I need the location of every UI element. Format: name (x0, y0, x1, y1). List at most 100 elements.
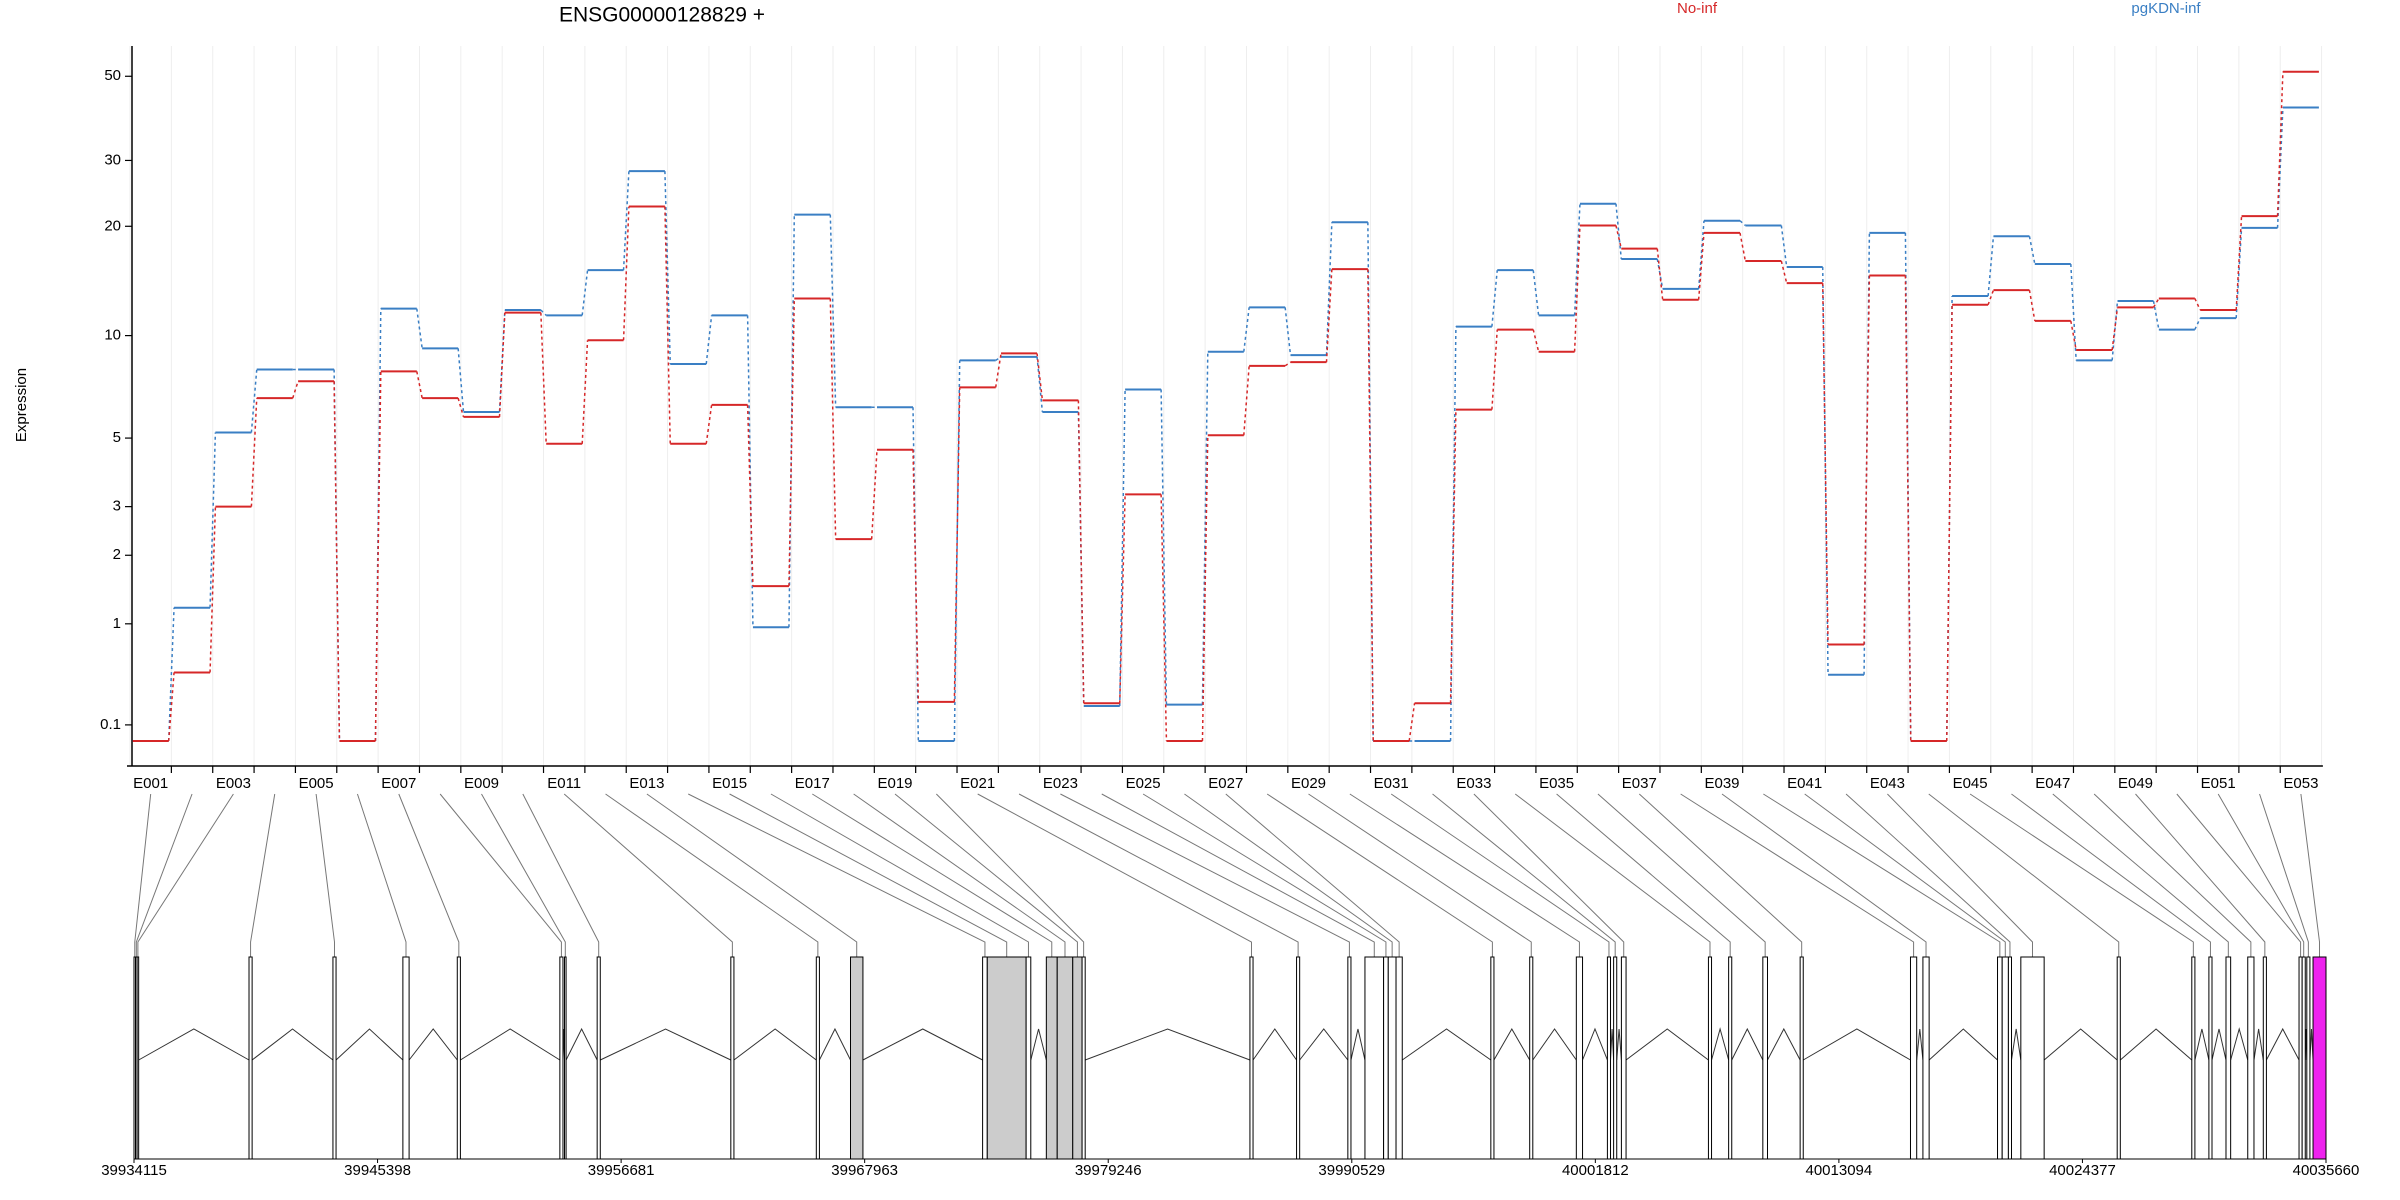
exon-connector (812, 793, 1053, 957)
chart-title: ENSG00000128829 + (559, 4, 765, 27)
exon-connector (605, 793, 819, 957)
exon-connector (1349, 793, 1580, 957)
x-tick-label: E003 (216, 775, 251, 792)
step-connector (1780, 260, 1788, 284)
step-connector (457, 348, 465, 413)
exon-connector (688, 793, 986, 957)
intron (1401, 1028, 1492, 1061)
legend-label: pgKDN-inf (2131, 0, 2201, 17)
exon (1575, 956, 1584, 1160)
intron (1085, 1028, 1251, 1061)
x-tick-label: E027 (1208, 775, 1243, 792)
intron (2265, 1027, 2300, 1061)
exon-connector (398, 793, 460, 957)
exon-connector (1018, 793, 1299, 957)
exon (1296, 956, 1301, 1160)
x-tick-label: E005 (299, 775, 334, 792)
x-tick-label: E041 (1787, 775, 1822, 792)
step-connector (2152, 298, 2160, 308)
step-connector (622, 171, 630, 271)
step-connector (540, 309, 547, 316)
exon (1249, 956, 1254, 1160)
y-axis-label: Expression (13, 368, 30, 442)
genome-tick-label: 39967963 (831, 1162, 898, 1179)
exon (1387, 956, 1397, 1160)
step-connector (416, 371, 423, 399)
y-tick-label: 50 (104, 67, 121, 84)
exon (1056, 956, 1074, 1160)
exon-connector (1432, 793, 1616, 957)
exon-connector (1308, 793, 1532, 957)
step-connector (292, 380, 299, 399)
exon (596, 956, 601, 1160)
x-tick-label: E047 (2035, 775, 2070, 792)
exon-connector (1101, 793, 1375, 957)
y-tick-label: 3 (113, 498, 121, 515)
x-tick-label: E013 (629, 775, 664, 792)
y-tick-label: 10 (104, 327, 121, 344)
intron (2253, 1028, 2264, 1061)
exon-connector (1142, 793, 1387, 957)
exon (1707, 956, 1713, 1160)
step-connector (2194, 298, 2201, 311)
step-connector (1987, 289, 1995, 306)
intron (2211, 1028, 2227, 1061)
exon-connector (1763, 793, 2001, 957)
step-connector (1987, 236, 1995, 297)
exon-connector (1804, 793, 2006, 957)
exon-connector (250, 793, 276, 957)
exon-connector (2052, 793, 2229, 957)
intron (1030, 1028, 1047, 1061)
intron (1532, 1028, 1577, 1061)
x-tick-label: E039 (1704, 775, 1739, 792)
intron (1350, 1028, 1366, 1061)
exon-connector (134, 793, 152, 957)
exon-connector (563, 793, 733, 957)
exon (2191, 956, 2196, 1160)
exon (1081, 956, 1086, 1160)
intron (1916, 1028, 1924, 1061)
step-connector (2028, 236, 2036, 265)
exon-connector (1514, 793, 1711, 957)
exon-connector (977, 793, 1252, 957)
exon (559, 956, 564, 1160)
exon-connector (2093, 793, 2252, 957)
step-connector (2111, 300, 2119, 361)
intron (1299, 1028, 1349, 1061)
step-connector (1821, 267, 1829, 675)
step-connector (167, 607, 175, 742)
step-connector (1532, 270, 1540, 316)
step-connector (1863, 275, 1871, 645)
exon (1072, 956, 1083, 1160)
step-connector (1284, 361, 1291, 367)
exon (2116, 956, 2121, 1160)
x-tick-label: E009 (464, 775, 499, 792)
step-connector (870, 449, 878, 540)
intron (408, 1028, 458, 1061)
exon (136, 956, 140, 1160)
step-connector (1821, 283, 1829, 645)
exon (2306, 956, 2311, 1160)
step-connector (1408, 703, 1416, 742)
exon (402, 956, 410, 1160)
step-connector (705, 404, 713, 444)
exon-connector (356, 793, 407, 957)
intron (1928, 1028, 1998, 1061)
step-connector (746, 404, 754, 587)
intron (818, 1027, 851, 1061)
step-connector (1243, 307, 1250, 352)
step-connector (1036, 353, 1044, 401)
intron (1711, 1027, 1730, 1061)
intron (335, 1028, 404, 1061)
exon-connector (646, 793, 858, 957)
step-connector (2070, 320, 2077, 351)
exon (1364, 956, 1385, 1160)
intron (138, 1028, 250, 1061)
exon-connector (315, 793, 335, 957)
exon-connector (1184, 793, 1393, 957)
exon (1383, 956, 1389, 1160)
genome-tick-label: 39979246 (1075, 1162, 1142, 1179)
step-connector (1739, 220, 1746, 227)
step-connector (788, 214, 796, 628)
exon-connector (1390, 793, 1610, 957)
